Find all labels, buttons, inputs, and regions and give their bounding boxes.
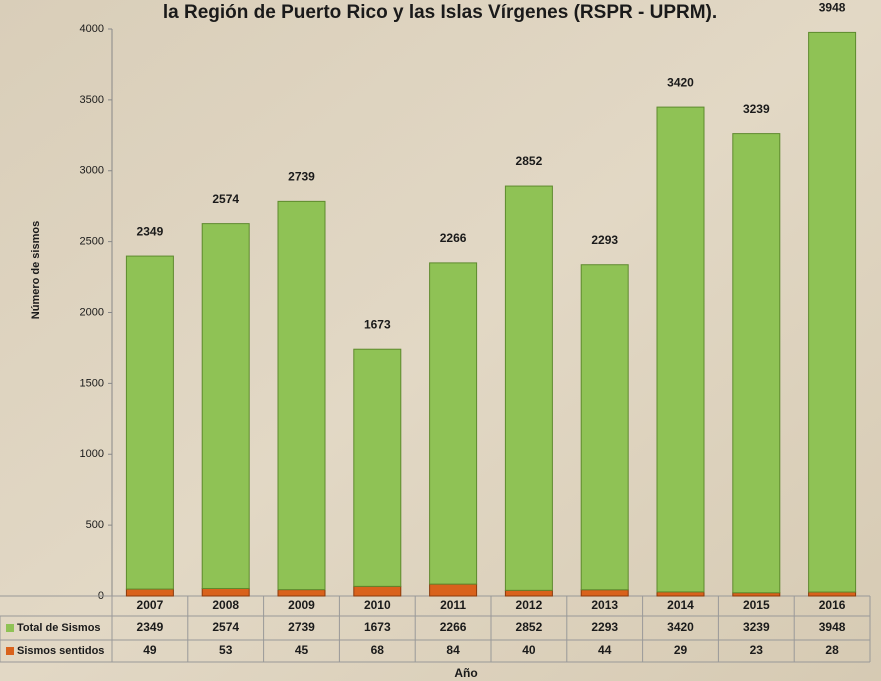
x-axis-label: Año	[454, 666, 477, 680]
x-tick-label: 2014	[667, 598, 694, 612]
bar	[353, 348, 402, 587]
y-tick-label: 4000	[80, 23, 104, 35]
table-cell: 84	[446, 643, 460, 657]
bar	[277, 200, 326, 591]
data-label: 3948	[819, 1, 846, 15]
table-cell: 29	[674, 643, 688, 657]
table-cell: 2293	[591, 620, 618, 634]
x-tick-label: 2007	[137, 598, 164, 612]
x-tick-label: 2012	[516, 598, 543, 612]
y-tick-label: 2000	[80, 306, 104, 318]
bar	[125, 588, 174, 597]
legend-label: Total de Sismos	[17, 622, 101, 634]
bar	[808, 591, 857, 597]
bar	[732, 133, 781, 594]
y-axis-label: Número de sismos	[30, 221, 42, 319]
table-cell: 45	[295, 643, 309, 657]
x-tick-label: 2009	[288, 598, 315, 612]
chart-title: la Región de Puerto Rico y las Islas Vír…	[163, 2, 717, 23]
y-tick-label: 1000	[80, 448, 104, 460]
data-label: 2349	[137, 224, 164, 238]
y-tick-label: 2500	[80, 236, 104, 248]
table-cell: 23	[750, 643, 764, 657]
table-cell: 2574	[212, 620, 239, 634]
table-cell: 28	[825, 643, 839, 657]
table-cell: 2739	[288, 620, 315, 634]
x-tick-label: 2013	[591, 598, 618, 612]
bar	[125, 255, 174, 590]
table-cell: 2266	[440, 620, 467, 634]
y-tick-label: 1500	[80, 377, 104, 389]
table-cell: 3239	[743, 620, 770, 634]
x-tick-label: 2011	[440, 598, 466, 612]
legend-swatch	[6, 624, 14, 632]
data-label: 2293	[591, 233, 618, 247]
bar	[277, 589, 326, 597]
data-label: 1673	[364, 317, 391, 331]
data-label: 2739	[288, 170, 315, 184]
table-cell: 44	[598, 643, 612, 657]
bar	[201, 223, 250, 589]
y-tick-label: 500	[86, 519, 104, 531]
bar	[580, 589, 629, 597]
data-label: 3420	[667, 75, 694, 89]
bar	[580, 264, 629, 591]
legend-swatch	[6, 647, 14, 655]
bar	[808, 31, 857, 593]
bar	[656, 106, 705, 593]
table-cell: 49	[143, 643, 157, 657]
table-cell: 40	[522, 643, 536, 657]
table-cell: 3420	[667, 620, 694, 634]
x-tick-label: 2010	[364, 598, 391, 612]
data-label: 3239	[743, 102, 770, 116]
x-tick-label: 2008	[212, 598, 239, 612]
bar	[504, 589, 553, 597]
bar	[504, 185, 553, 591]
table-cell: 2852	[516, 620, 543, 634]
table-cell: 1673	[364, 620, 391, 634]
y-tick-label: 3500	[80, 94, 104, 106]
data-label: 2266	[440, 231, 467, 245]
table-cell: 2349	[137, 620, 164, 634]
y-tick-label: 3000	[80, 165, 104, 177]
bar	[656, 591, 705, 597]
table-cell: 53	[219, 643, 233, 657]
x-tick-label: 2015	[743, 598, 770, 612]
legend-label: Sismos sentidos	[17, 645, 104, 657]
bar	[353, 585, 402, 597]
data-label: 2852	[516, 154, 543, 168]
bar	[201, 587, 250, 597]
table-cell: 68	[371, 643, 385, 657]
bar	[429, 583, 478, 597]
data-label: 2574	[212, 192, 239, 206]
bar	[429, 262, 478, 585]
table-cell: 3948	[819, 620, 846, 634]
x-tick-label: 2016	[819, 598, 846, 612]
